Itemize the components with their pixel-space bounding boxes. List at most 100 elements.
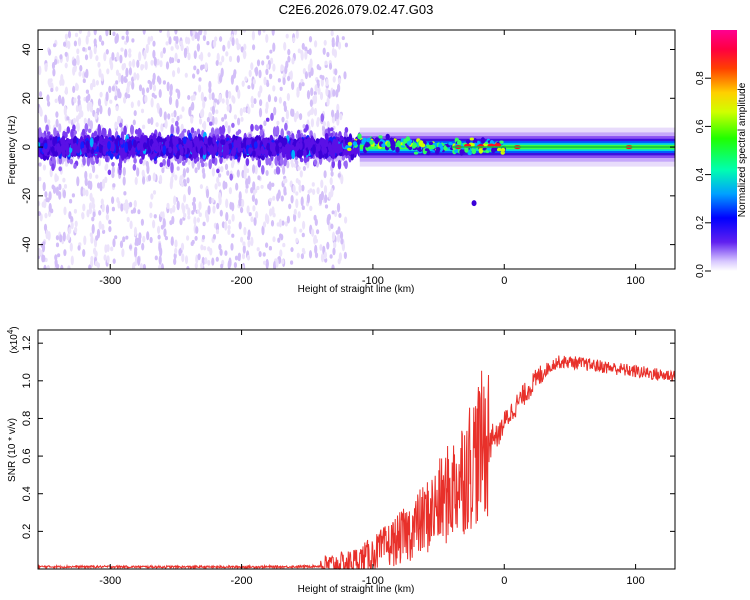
heatmap-scatter-cell (53, 127, 57, 138)
heatmap-noise-cell (171, 112, 175, 117)
heatmap-noise-cell (202, 34, 206, 42)
heatmap-noise-cell (239, 107, 243, 117)
heatmap-noise-cell (192, 93, 196, 101)
heatmap-noise-cell (176, 58, 181, 64)
heatmap-noise-cell (69, 242, 73, 252)
heatmap-noise-cell (140, 108, 145, 114)
heatmap-noise-cell (212, 234, 216, 240)
heatmap-noise-cell (224, 181, 228, 189)
heatmap-noise-cell (180, 123, 184, 132)
heatmap-noise-cell (334, 209, 338, 218)
heatmap-noise-cell (73, 58, 77, 67)
heatmap-noise-cell (337, 226, 341, 235)
heatmap-transition-cell (500, 147, 506, 152)
heatmap-noise-cell (110, 61, 114, 71)
heatmap-band-cell (119, 148, 123, 155)
heatmap-noise-cell (166, 202, 170, 210)
heatmap-noise-cell (134, 176, 138, 186)
heatmap-noise-cell (222, 44, 226, 52)
heatmap-noise-cell (221, 55, 225, 63)
heatmap-noise-cell (301, 82, 305, 87)
heatmap-noise-cell (216, 202, 220, 210)
heatmap-noise-cell (273, 106, 277, 116)
heatmap-noise-cell (272, 195, 276, 201)
heatmap-noise-cell (109, 99, 113, 104)
heatmap-noise-cell (108, 226, 112, 233)
heatmap-noise-cell (194, 167, 198, 174)
heatmap-band-cell (204, 135, 208, 145)
heatmap-noise-cell (242, 244, 246, 254)
heatmap-band-cell (199, 147, 204, 158)
heatmap-noise-cell (70, 221, 74, 230)
heatmap-noise-cell (322, 121, 326, 127)
heatmap-noise-cell (200, 51, 204, 62)
heatmap-band-cell (124, 141, 129, 153)
heatmap-noise-cell (170, 236, 174, 247)
heatmap-noise-cell (45, 197, 49, 203)
heatmap-noise-cell (125, 35, 129, 43)
heatmap-band-cell (295, 141, 300, 151)
heatmap-noise-cell (140, 218, 144, 226)
heatmap-noise-cell (142, 30, 146, 35)
heatmap-noise-cell (242, 106, 246, 113)
heatmap-noise-cell (194, 235, 198, 241)
heatmap-noise-cell (120, 203, 124, 212)
heatmap-x-axis-label: Height of straight line (km) (298, 284, 415, 295)
heatmap-band-cell (220, 139, 224, 145)
heatmap-noise-cell (120, 47, 124, 52)
heatmap-noise-cell (256, 59, 261, 67)
heatmap-noise-cell (175, 44, 180, 50)
heatmap-noise-cell (55, 118, 59, 128)
heatmap-transition-cell (396, 140, 401, 147)
heatmap-noise-cell (329, 254, 333, 259)
heatmap-transition-cell (411, 143, 417, 149)
heatmap-noise-cell (110, 246, 114, 252)
heatmap-noise-cell (213, 39, 217, 48)
heatmap-noise-cell (50, 87, 54, 93)
heatmap-noise-cell (250, 95, 254, 105)
heatmap-scatter-cell (178, 154, 183, 164)
heatmap-scatter-cell (38, 127, 42, 139)
heatmap-noise-cell (300, 49, 304, 56)
heatmap-x-ticks: -300 -200 -100 0 100 (99, 30, 645, 287)
heatmap-noise-cell (52, 185, 57, 194)
heatmap-noise-cell (130, 101, 134, 109)
heatmap-noise-cell (243, 170, 247, 180)
heatmap-noise-cell (128, 60, 132, 68)
heatmap-scatter-cell (257, 158, 262, 168)
heatmap-noise-cell (178, 248, 182, 257)
heatmap-noise-cell (310, 118, 314, 128)
heatmap-noise-cell (309, 99, 313, 107)
heatmap-scatter-cell (87, 128, 92, 133)
heatmap-transition-cell (428, 141, 434, 146)
heatmap-x-tick-label: -100 (362, 275, 384, 287)
heatmap-transition-cell (459, 149, 464, 156)
heatmap-band-cell (213, 142, 218, 153)
heatmap-noise-cell (89, 232, 93, 238)
heatmap-band-cell (188, 141, 193, 151)
heatmap-noise-cell (158, 255, 162, 266)
heatmap-noise-cell (337, 77, 342, 84)
heatmap-noise-cell (132, 119, 136, 126)
heatmap-noise-cell (184, 47, 188, 54)
heatmap-band-cell (102, 145, 107, 156)
heatmap-noise-cell (236, 55, 240, 63)
heatmap-band-cell (320, 138, 325, 147)
heatmap-scatter-cell (176, 125, 180, 135)
heatmap-scatter-cell (261, 165, 265, 175)
heatmap-noise-cell (293, 208, 297, 216)
heatmap-noise-cell (310, 87, 314, 96)
heatmap-noise-cell (258, 251, 262, 258)
snr-exponent-close: ) (9, 326, 20, 329)
heatmap-scatter-cell (216, 128, 220, 136)
heatmap-noise-cell (167, 113, 171, 120)
heatmap-noise-cell (117, 200, 121, 209)
heatmap-scatter-cell (82, 156, 86, 166)
heatmap-noise-cell (226, 104, 230, 112)
heatmap-noise-cell (301, 247, 305, 253)
heatmap-scatter-cell (265, 117, 270, 122)
heatmap-noise-cell (112, 183, 116, 188)
heatmap-noise-cell (187, 215, 191, 220)
heatmap-noise-cell (144, 95, 148, 103)
heatmap-noise-cell (94, 260, 99, 267)
